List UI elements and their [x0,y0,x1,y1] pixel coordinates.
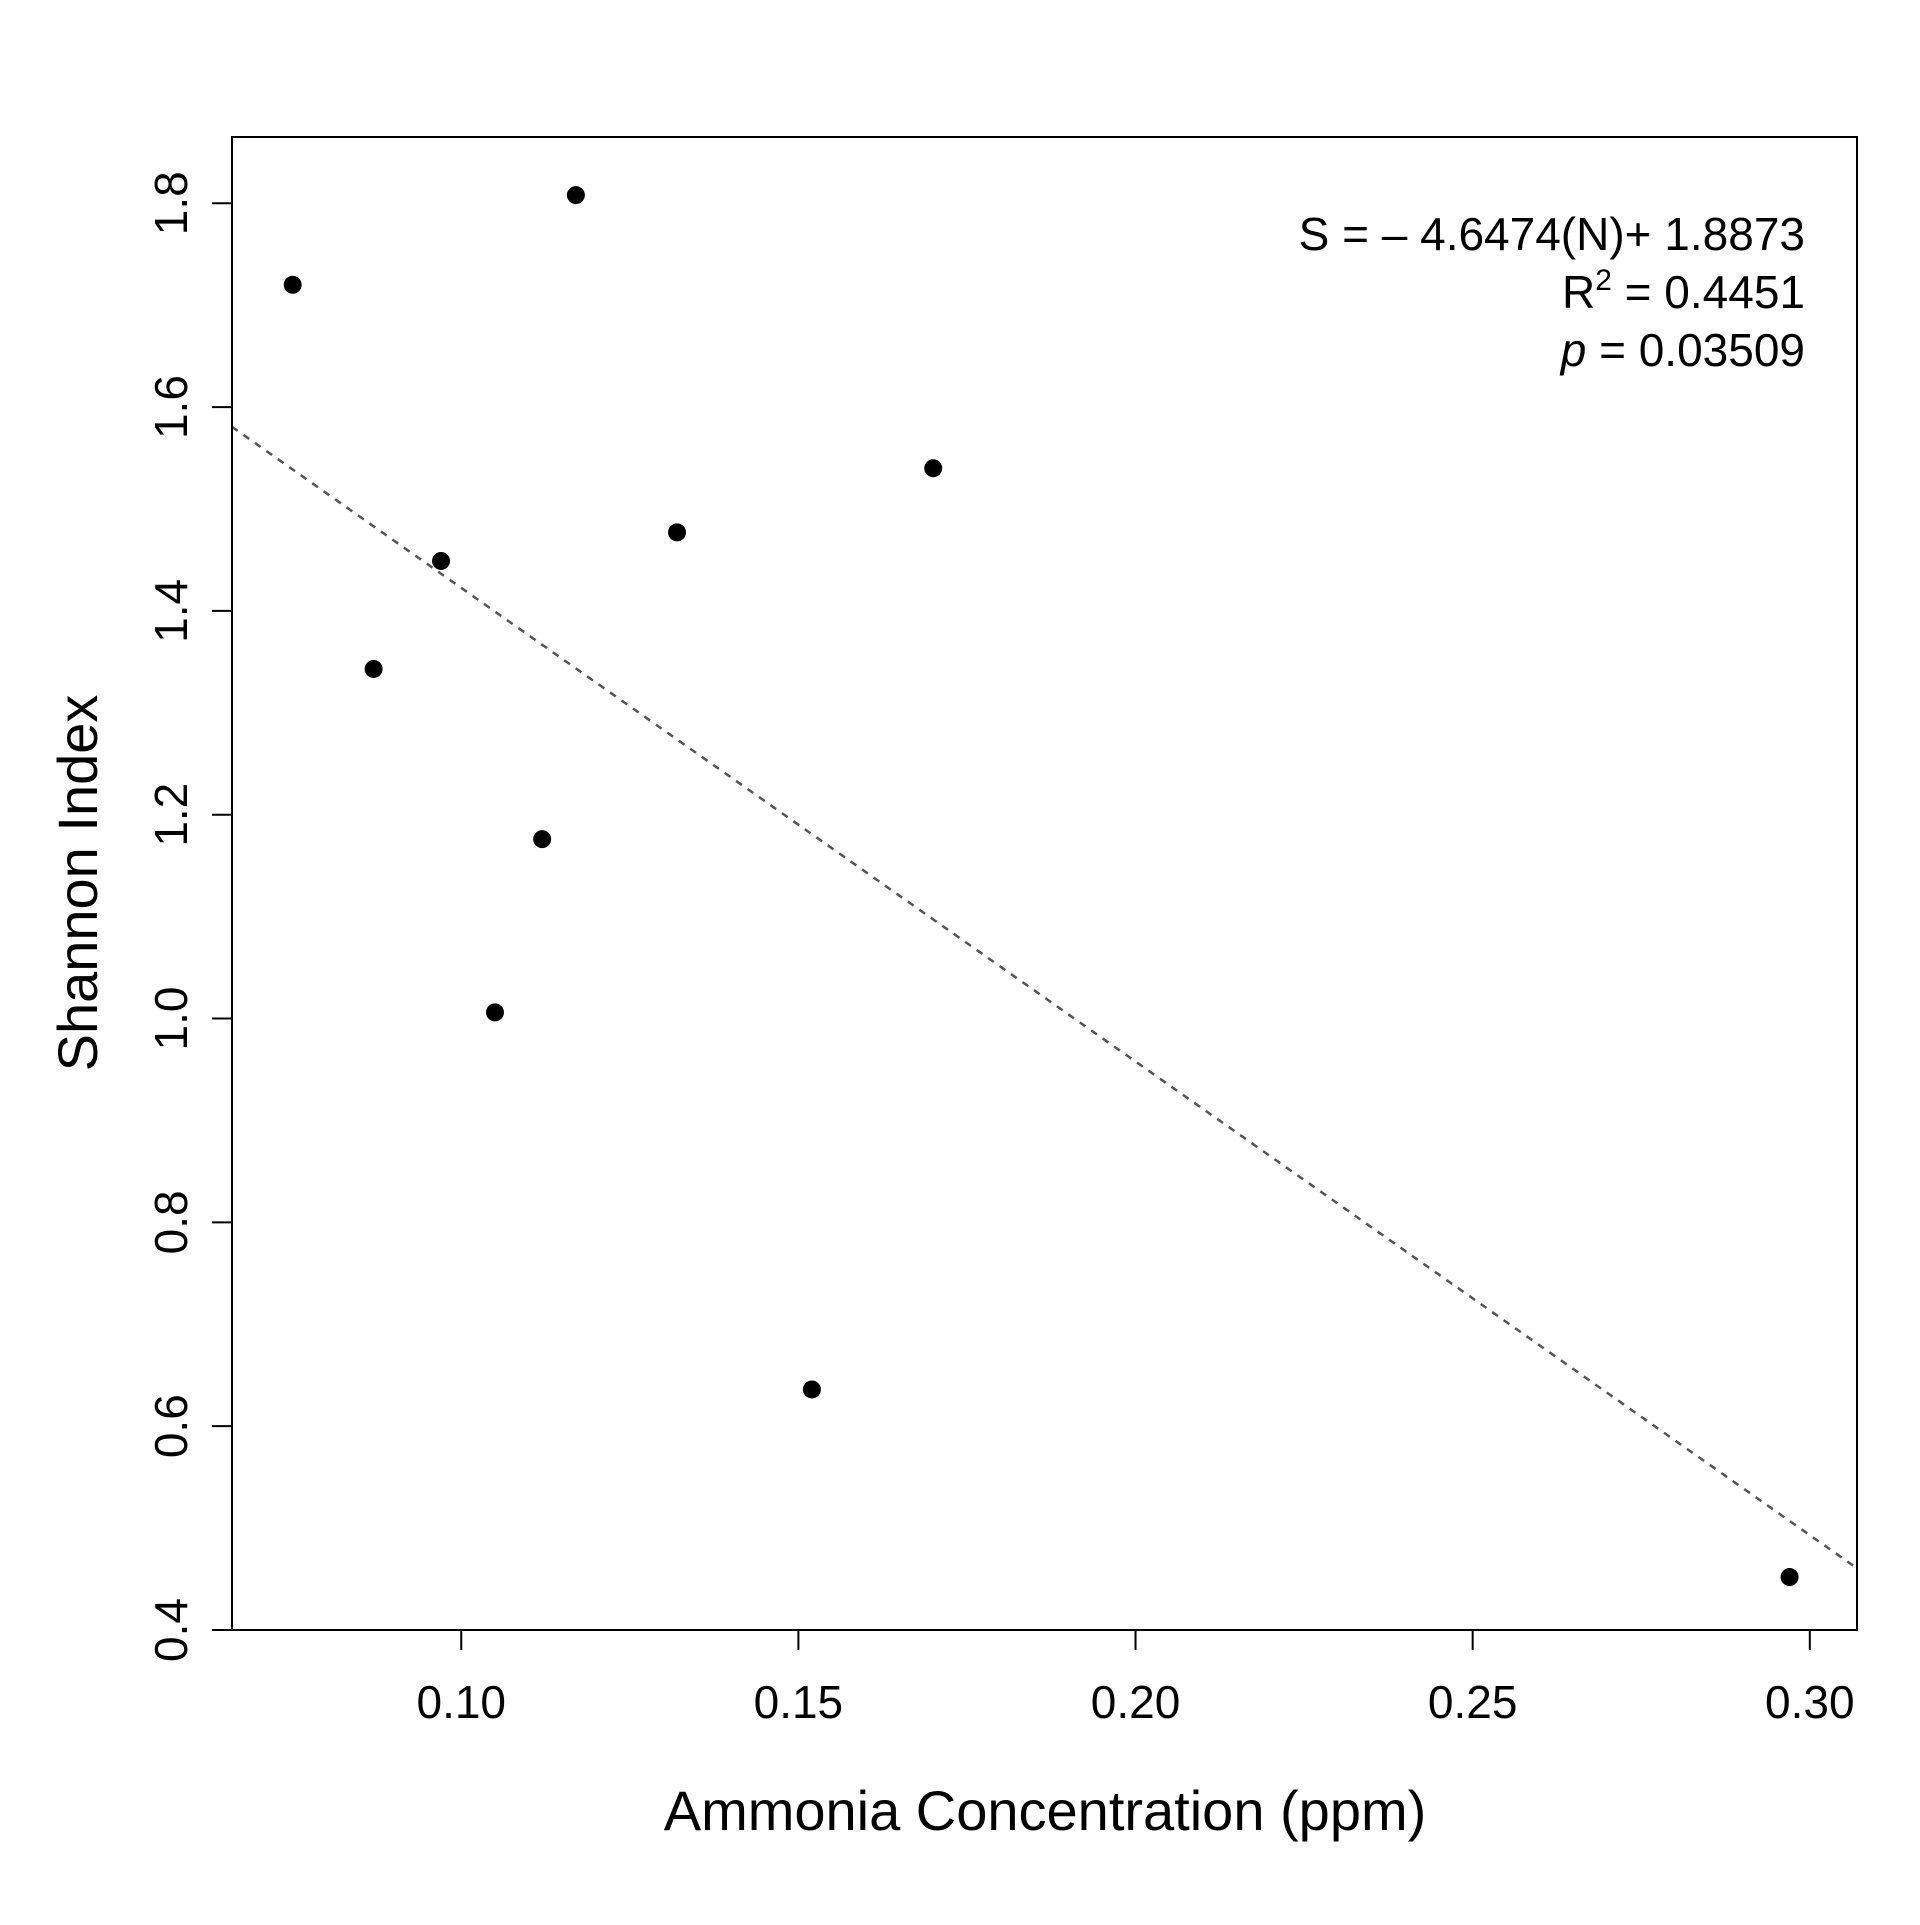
p-symbol: p [1559,324,1587,376]
y-tick-label: 1.6 [145,375,197,439]
data-point [364,659,383,678]
y-tick-label: 0.6 [145,1394,197,1458]
r-squared-label: R2 = 0.4451 [1562,264,1805,318]
data-point [485,1003,504,1022]
x-axis-title: Ammonia Concentration (ppm) [664,1779,1427,1842]
data-point [283,275,302,294]
data-point [1780,1568,1799,1587]
data-point [533,830,552,849]
y-tick-label: 0.8 [145,1190,197,1254]
y-axis-title: Shannon Index [46,695,109,1072]
x-tick-label: 0.20 [1091,1676,1181,1728]
y-tick-label: 1.2 [145,783,197,847]
data-point [566,186,585,205]
p-value-label: p = 0.03509 [1559,324,1805,376]
r-squared-prefix: R [1562,266,1595,318]
y-tick-label: 1.4 [145,579,197,643]
y-tick-label: 1.8 [145,171,197,235]
r-squared-value: = 0.4451 [1612,266,1805,318]
regression-annotation: S = – 4.6474(N)+ 1.8873 R2 = 0.4451 p = … [1299,208,1805,376]
regression-equation: S = – 4.6474(N)+ 1.8873 [1299,208,1805,260]
trendline-layer [231,425,1858,1570]
x-axis: 0.10 0.15 0.20 0.25 0.30 [416,1630,1855,1728]
y-tick-label: 1.0 [145,987,197,1051]
data-point [924,459,943,478]
plot-frame [231,136,1858,1631]
p-value: = 0.03509 [1586,324,1805,376]
regression-trendline [231,425,1858,1570]
r-squared-superscript: 2 [1595,264,1612,297]
data-point [802,1380,821,1399]
data-point [668,523,687,542]
y-tick-label: 0.4 [145,1598,197,1662]
y-axis: 0.4 0.6 0.8 1.0 1.2 1.4 1.6 1.8 [145,171,232,1662]
x-tick-label: 0.10 [416,1676,506,1728]
x-tick-label: 0.30 [1765,1676,1855,1728]
x-tick-label: 0.25 [1428,1676,1518,1728]
points-layer [283,186,1799,1587]
data-point [432,551,451,570]
x-tick-label: 0.15 [754,1676,844,1728]
